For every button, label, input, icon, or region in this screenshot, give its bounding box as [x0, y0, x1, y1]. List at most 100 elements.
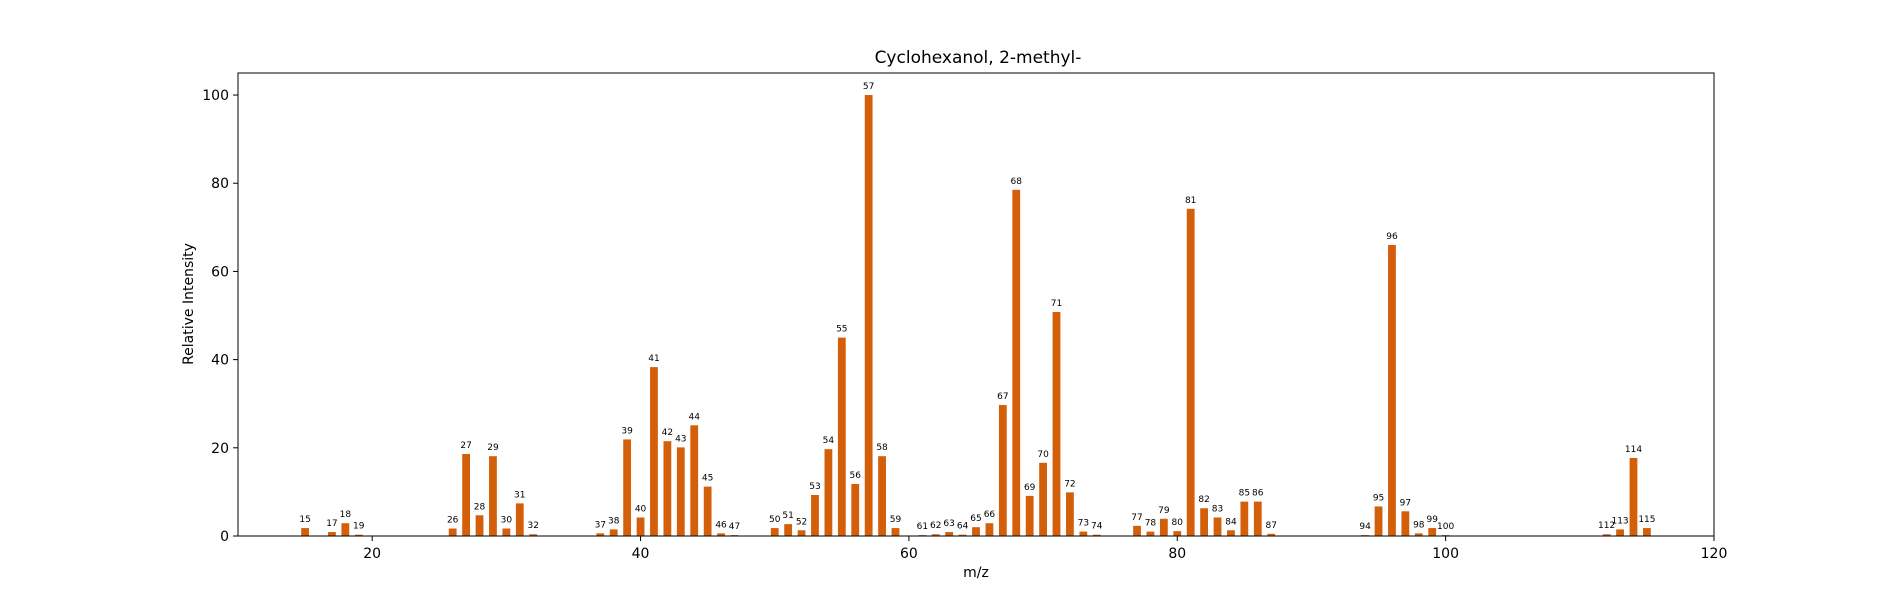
bar-mz-29: [489, 456, 497, 536]
bar-mz-86: [1253, 501, 1262, 536]
bar-label-26: 26: [447, 516, 459, 526]
bar-label-82: 82: [1198, 495, 1209, 505]
bar-label-50: 50: [769, 515, 781, 525]
bar-mz-78: [1146, 531, 1155, 536]
bars-group: [301, 95, 1651, 537]
bar-mz-95: [1374, 506, 1383, 536]
bar-mz-114: [1629, 457, 1638, 536]
bar-label-71: 71: [1051, 299, 1062, 309]
bar-mz-51: [784, 524, 793, 536]
bar-label-69: 69: [1024, 483, 1036, 493]
bar-label-67: 67: [997, 392, 1008, 402]
bar-label-38: 38: [608, 516, 620, 526]
bar-label-45: 45: [702, 474, 713, 484]
bar-mz-112: [1602, 534, 1611, 536]
bar-mz-98: [1414, 533, 1423, 536]
bar-label-77: 77: [1131, 513, 1142, 523]
x-tick-label: 80: [1168, 546, 1186, 562]
bar-label-54: 54: [823, 436, 835, 446]
bar-label-37: 37: [595, 520, 606, 530]
x-axis-ticks: 20 40 60 80 100 120: [363, 536, 1727, 562]
bar-mz-97: [1401, 511, 1410, 536]
bar-label-100: 100: [1437, 522, 1454, 532]
bar-label-62: 62: [930, 521, 941, 531]
x-tick-label: 20: [363, 546, 381, 562]
bar-mz-55: [837, 337, 846, 536]
bar-label-44: 44: [688, 412, 700, 422]
bar-label-68: 68: [1011, 177, 1023, 187]
bar-label-28: 28: [474, 502, 486, 512]
bar-label-46: 46: [715, 520, 727, 530]
bar-mz-87: [1267, 533, 1276, 536]
bar-label-78: 78: [1145, 519, 1157, 529]
bar-label-59: 59: [890, 515, 902, 525]
y-axis-ticks: 0 20 40 60 80 100: [202, 88, 238, 545]
y-tick-label: 0: [220, 529, 229, 545]
bar-mz-84: [1227, 530, 1235, 536]
bar-label-74: 74: [1091, 522, 1103, 532]
bar-label-40: 40: [635, 504, 647, 514]
bar-label-97: 97: [1400, 498, 1411, 508]
bar-label-56: 56: [850, 471, 862, 481]
bar-label-17: 17: [326, 519, 337, 529]
bar-label-15: 15: [299, 515, 310, 525]
bar-label-113: 113: [1611, 516, 1628, 526]
bar-label-99: 99: [1426, 515, 1438, 525]
bar-label-29: 29: [487, 443, 499, 453]
bar-label-86: 86: [1252, 489, 1264, 499]
y-tick-label: 80: [211, 176, 229, 192]
bar-label-32: 32: [527, 521, 538, 531]
bar-mz-81: [1186, 208, 1195, 536]
bar-label-18: 18: [340, 510, 352, 520]
bar-label-72: 72: [1064, 479, 1075, 489]
bar-mz-42: [663, 441, 672, 536]
bar-mz-17: [328, 532, 336, 536]
bar-label-52: 52: [796, 517, 807, 527]
bar-mz-68: [1012, 189, 1021, 536]
bar-label-98: 98: [1413, 520, 1425, 530]
y-axis-label: Relative Intensity: [181, 243, 197, 365]
bar-label-31: 31: [514, 490, 525, 500]
bar-mz-67: [998, 405, 1007, 536]
bar-label-42: 42: [662, 428, 673, 438]
bar-mz-41: [650, 367, 658, 536]
bar-mz-19: [354, 534, 363, 536]
bar-mz-32: [529, 534, 538, 536]
bar-mz-40: [636, 517, 645, 536]
bar-label-39: 39: [621, 426, 633, 436]
bar-label-85: 85: [1239, 489, 1250, 499]
bar-mz-54: [824, 449, 833, 536]
chart-title: Cyclohexanol, 2-methyl-: [875, 48, 1082, 68]
bar-label-112: 112: [1598, 521, 1615, 531]
bar-label-55: 55: [836, 325, 847, 335]
bar-mz-57: [864, 95, 873, 537]
y-tick-label: 100: [202, 88, 229, 104]
x-axis-label: m/z: [963, 565, 989, 581]
bar-mz-53: [811, 494, 819, 536]
bar-mz-26: [448, 528, 457, 536]
bar-label-53: 53: [809, 482, 820, 492]
y-tick-label: 20: [211, 441, 229, 457]
bar-label-114: 114: [1625, 445, 1642, 455]
bar-label-61: 61: [917, 522, 928, 532]
bar-mz-15: [301, 528, 309, 536]
bar-mz-64: [958, 534, 967, 536]
bar-label-94: 94: [1359, 522, 1371, 532]
bar-mz-63: [945, 532, 954, 536]
bar-mz-66: [985, 523, 994, 536]
bar-label-95: 95: [1373, 493, 1384, 503]
plot-frame: [237, 72, 1715, 537]
bar-label-43: 43: [675, 434, 686, 444]
bar-mz-85: [1240, 501, 1249, 536]
bar-label-73: 73: [1078, 519, 1089, 529]
bar-mz-27: [462, 453, 471, 536]
bar-label-80: 80: [1172, 518, 1184, 528]
bar-label-19: 19: [353, 522, 365, 532]
bar-label-51: 51: [782, 511, 793, 521]
y-tick-label: 40: [211, 353, 229, 369]
bar-mz-70: [1039, 462, 1047, 536]
bar-mz-115: [1643, 528, 1651, 536]
bar-label-63: 63: [943, 519, 954, 529]
